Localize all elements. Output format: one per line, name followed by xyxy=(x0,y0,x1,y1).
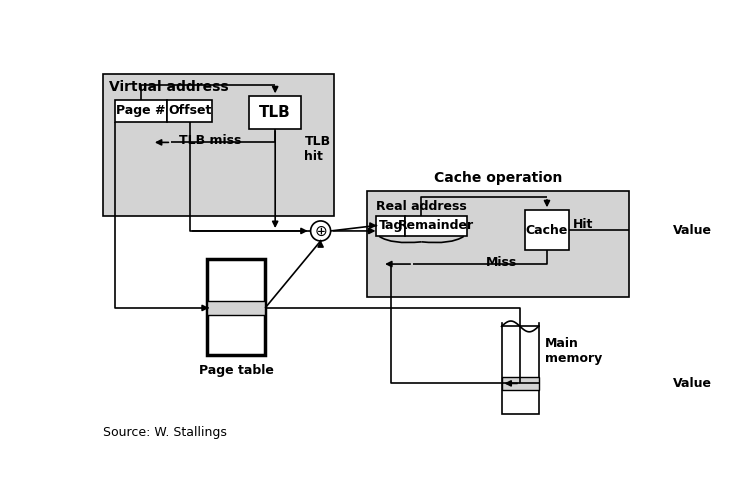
Text: Cache: Cache xyxy=(526,224,568,236)
Text: Value: Value xyxy=(672,224,712,236)
Bar xyxy=(249,96,301,128)
Bar xyxy=(103,74,334,217)
Text: Real address: Real address xyxy=(376,200,467,213)
Bar xyxy=(525,210,570,250)
Bar xyxy=(501,326,539,414)
Text: Offset: Offset xyxy=(168,104,211,118)
Text: Remainder: Remainder xyxy=(398,219,474,232)
Bar xyxy=(115,100,167,122)
Text: Page #: Page # xyxy=(117,104,166,118)
Text: ⊕: ⊕ xyxy=(314,224,327,238)
Text: TLB miss: TLB miss xyxy=(179,134,241,147)
Circle shape xyxy=(311,221,331,241)
Text: TLB
hit: TLB hit xyxy=(304,134,331,162)
Text: Value: Value xyxy=(672,377,712,390)
Text: Hit: Hit xyxy=(573,218,594,230)
Text: Main
memory: Main memory xyxy=(545,337,602,365)
Text: Page table: Page table xyxy=(199,364,273,377)
Bar xyxy=(405,216,467,236)
Text: TLB: TLB xyxy=(259,105,291,120)
Bar xyxy=(366,191,629,297)
Bar xyxy=(167,100,212,122)
Text: Source: W. Stallings: Source: W. Stallings xyxy=(103,426,226,439)
Bar xyxy=(501,377,539,390)
Text: Cache operation: Cache operation xyxy=(433,170,562,184)
Bar xyxy=(376,216,405,236)
Text: Tag: Tag xyxy=(378,219,403,232)
Text: Virtual address: Virtual address xyxy=(109,80,229,94)
Text: Miss: Miss xyxy=(486,256,517,269)
Bar xyxy=(207,258,265,355)
Bar xyxy=(207,301,265,315)
